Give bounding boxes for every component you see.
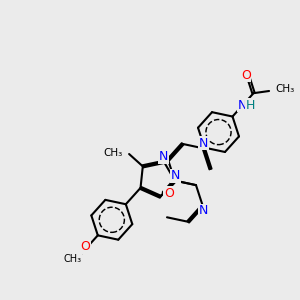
Text: CH₃: CH₃: [63, 254, 82, 264]
Text: H: H: [246, 99, 255, 112]
Text: CH₃: CH₃: [275, 84, 294, 94]
Text: O: O: [241, 69, 251, 82]
Text: O: O: [164, 187, 174, 200]
Text: N: N: [171, 169, 180, 182]
Text: CH₃: CH₃: [103, 148, 123, 158]
Text: N: N: [199, 137, 208, 150]
Text: N: N: [159, 150, 168, 163]
Text: N: N: [199, 204, 208, 218]
Text: O: O: [80, 240, 90, 253]
Text: N: N: [237, 99, 247, 112]
